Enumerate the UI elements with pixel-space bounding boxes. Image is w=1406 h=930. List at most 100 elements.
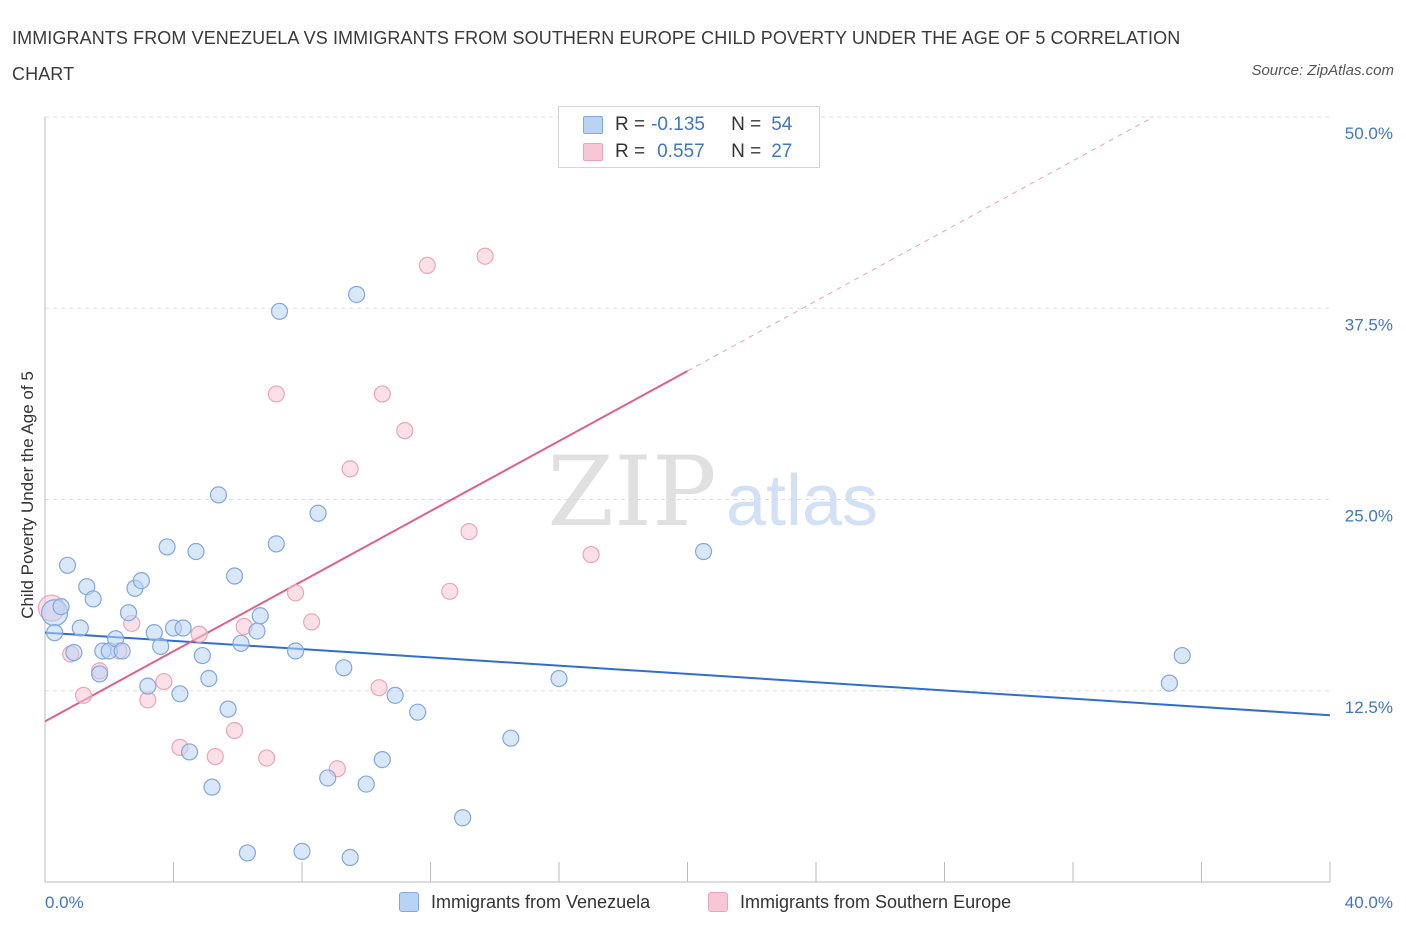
legend-r-label: R = <box>615 141 646 162</box>
legend-row-southern-europe: R = 0.557 N = 27 <box>583 140 792 164</box>
point-venezuela <box>152 637 170 655</box>
series-legend-southern-europe: Immigrants from Southern Europe <box>708 889 1011 915</box>
point-southern-europe <box>441 582 459 600</box>
point-venezuela <box>502 729 520 747</box>
y-tick-label: 50.0% <box>1345 124 1393 143</box>
point-venezuela <box>409 703 427 721</box>
point-venezuela <box>335 659 353 677</box>
legend-swatch-venezuela <box>583 116 603 134</box>
data-points <box>37 247 1191 867</box>
point-venezuela <box>119 604 138 622</box>
point-venezuela <box>158 538 176 556</box>
point-southern-europe <box>476 247 494 265</box>
point-southern-europe <box>206 747 224 766</box>
series-swatch-southern-europe <box>708 892 728 912</box>
trend-lines <box>44 116 1331 723</box>
point-venezuela <box>694 542 713 561</box>
legend-swatch-southern-europe <box>583 143 603 161</box>
point-venezuela <box>113 642 131 660</box>
point-southern-europe <box>370 679 388 697</box>
point-venezuela <box>225 567 244 585</box>
point-venezuela <box>132 571 150 590</box>
watermark-zip: ZIP <box>547 436 716 548</box>
point-southern-europe <box>396 422 414 440</box>
trend-line-venezuela <box>44 631 1331 717</box>
point-venezuela <box>180 743 199 761</box>
legend-row-venezuela: R = -0.135 N = 54 <box>583 113 792 137</box>
point-venezuela <box>238 844 256 862</box>
series-legend-venezuela: Immigrants from Venezuela <box>399 889 650 915</box>
gridlines <box>45 116 1330 692</box>
point-southern-europe <box>155 672 173 691</box>
point-southern-europe <box>341 460 359 478</box>
point-venezuela <box>454 809 472 827</box>
trend-line-extension-southern-europe <box>687 116 1154 372</box>
point-southern-europe <box>418 256 436 275</box>
legend-n-value: 54 <box>771 114 793 135</box>
point-venezuela <box>187 542 205 561</box>
point-venezuela <box>203 778 221 796</box>
point-venezuela <box>550 669 568 688</box>
x-tick-label: 40.0% <box>1345 893 1393 912</box>
watermark-atlas: atlas <box>726 461 878 541</box>
point-venezuela <box>1173 646 1191 665</box>
point-venezuela <box>91 665 109 683</box>
point-venezuela <box>171 685 189 703</box>
point-southern-europe <box>258 749 276 767</box>
point-southern-europe <box>267 385 285 403</box>
legend-r-label: R = <box>615 114 646 135</box>
point-venezuela <box>348 285 366 304</box>
point-venezuela <box>319 769 337 787</box>
series-label-southern-europe: Immigrants from Southern Europe <box>740 891 1012 912</box>
point-venezuela <box>267 535 285 553</box>
point-venezuela <box>286 642 305 660</box>
point-southern-europe <box>373 385 391 403</box>
watermark: ZIP atlas <box>547 436 878 548</box>
x-tick-label: 0.0% <box>45 893 84 912</box>
legend-r-value: 0.557 <box>657 141 705 162</box>
legend-n-label: N = <box>731 114 762 135</box>
y-tick-label: 25.0% <box>1345 507 1393 526</box>
tick-labels: 12.5% 25.0% 37.5% 50.0% 0.0% 40.0% <box>45 124 1393 912</box>
point-venezuela <box>386 686 404 704</box>
series-label-venezuela: Immigrants from Venezuela <box>431 891 651 912</box>
point-venezuela <box>251 607 269 625</box>
point-venezuela <box>52 597 70 616</box>
point-venezuela <box>145 624 163 642</box>
point-southern-europe <box>460 523 478 541</box>
point-venezuela <box>58 556 77 574</box>
point-venezuela <box>309 504 327 522</box>
point-venezuela <box>65 643 83 662</box>
point-venezuela <box>232 634 250 652</box>
point-southern-europe <box>286 584 305 602</box>
point-venezuela <box>200 669 218 688</box>
point-southern-europe <box>74 686 93 704</box>
point-southern-europe <box>303 613 321 631</box>
point-venezuela <box>373 750 391 769</box>
point-venezuela <box>270 302 289 320</box>
y-tick-label: 37.5% <box>1345 315 1393 334</box>
point-southern-europe <box>225 721 244 740</box>
point-venezuela <box>46 624 64 642</box>
y-tick-label: 12.5% <box>1345 698 1393 717</box>
chart-title: IMMIGRANTS FROM VENEZUELA VS IMMIGRANTS … <box>12 28 1181 84</box>
point-venezuela <box>71 619 89 637</box>
point-venezuela <box>219 700 237 718</box>
point-venezuela <box>139 677 157 695</box>
point-venezuela <box>209 486 228 504</box>
point-venezuela <box>193 646 212 665</box>
point-southern-europe <box>190 625 208 643</box>
point-venezuela <box>341 848 359 867</box>
axes <box>44 117 1331 883</box>
point-venezuela <box>248 622 266 640</box>
legend-r-value: -0.135 <box>651 114 705 135</box>
legend-n-label: N = <box>731 141 762 162</box>
series-swatch-venezuela <box>399 892 419 912</box>
source-label: Source: ZipAtlas.com <box>1251 62 1394 79</box>
correlation-legend: R = -0.135 N = 54 R = 0.557 N = 27 <box>558 106 820 168</box>
point-venezuela <box>1160 674 1178 692</box>
point-venezuela <box>174 619 192 637</box>
point-southern-europe <box>582 545 600 564</box>
point-venezuela <box>293 842 311 861</box>
